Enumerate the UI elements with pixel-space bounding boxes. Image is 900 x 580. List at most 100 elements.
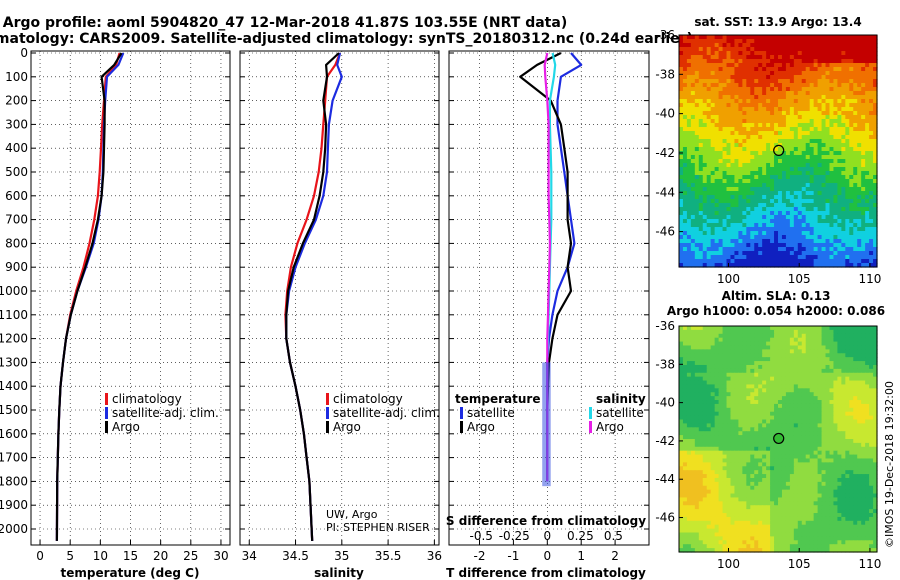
map-cell bbox=[781, 91, 787, 96]
map-cell bbox=[781, 427, 787, 432]
map-cell bbox=[698, 111, 704, 116]
map-cell bbox=[778, 171, 783, 176]
map-cell bbox=[869, 99, 874, 104]
map-cell bbox=[694, 203, 700, 208]
map-cell bbox=[754, 415, 759, 421]
map-cell bbox=[694, 427, 700, 432]
map-cell bbox=[833, 423, 838, 428]
map-cell bbox=[861, 91, 866, 96]
map-cell bbox=[805, 59, 811, 64]
map-cell bbox=[762, 99, 767, 104]
map-cell bbox=[829, 458, 835, 463]
map-cell bbox=[833, 329, 838, 335]
map-cell bbox=[813, 139, 819, 144]
map-cell bbox=[809, 357, 815, 362]
map-cell bbox=[809, 329, 815, 335]
map-cell bbox=[853, 450, 858, 456]
map-cell bbox=[679, 247, 684, 252]
map-cell bbox=[853, 103, 858, 108]
map-cell bbox=[710, 442, 716, 448]
map-cell bbox=[758, 191, 763, 196]
map-cell bbox=[726, 372, 732, 378]
map-cell bbox=[774, 388, 779, 393]
map-cell bbox=[682, 139, 688, 144]
map-cell bbox=[797, 67, 803, 72]
map-cell bbox=[809, 155, 815, 160]
map-cell bbox=[793, 407, 799, 413]
map-cell bbox=[805, 435, 811, 440]
map-cell bbox=[845, 95, 850, 100]
map-cell bbox=[797, 337, 803, 343]
map-cell bbox=[774, 376, 779, 382]
map-cell bbox=[738, 35, 743, 40]
map-cell bbox=[793, 439, 799, 444]
map-cell bbox=[873, 75, 878, 80]
map-cell bbox=[679, 67, 684, 72]
map-cell bbox=[742, 83, 747, 88]
map-cell bbox=[726, 183, 732, 188]
map-cell bbox=[734, 396, 739, 401]
map-cell bbox=[742, 357, 747, 362]
map-cell bbox=[781, 159, 787, 164]
map-cell bbox=[746, 199, 751, 204]
map-cell bbox=[785, 396, 791, 401]
map-cell bbox=[781, 167, 787, 172]
map-cell bbox=[841, 446, 846, 452]
map-cell bbox=[785, 259, 791, 264]
map-cell bbox=[690, 326, 696, 331]
map-cell bbox=[865, 127, 870, 132]
map-cell bbox=[801, 235, 807, 240]
map-cell bbox=[853, 47, 858, 52]
map-cell bbox=[809, 446, 815, 452]
map-cell bbox=[694, 423, 700, 428]
map-cell bbox=[734, 427, 739, 432]
map-cell bbox=[742, 353, 747, 358]
map-cell bbox=[809, 442, 815, 448]
map-cell bbox=[781, 155, 787, 160]
map-cell bbox=[781, 43, 787, 48]
map-cell bbox=[821, 87, 827, 92]
map-cell bbox=[714, 103, 720, 108]
map-cell bbox=[679, 442, 684, 448]
map-cell bbox=[778, 419, 783, 425]
map-cell bbox=[770, 388, 775, 393]
map-cell bbox=[690, 259, 696, 264]
map-cell bbox=[774, 143, 779, 148]
map-cell bbox=[679, 403, 684, 409]
map-cell bbox=[686, 357, 692, 362]
map-cell bbox=[762, 326, 767, 331]
map-cell bbox=[758, 187, 763, 192]
map-cell bbox=[821, 63, 827, 68]
map-cell bbox=[754, 454, 759, 460]
map-cell bbox=[758, 431, 763, 436]
map-cell bbox=[849, 388, 854, 393]
map-cell bbox=[873, 115, 878, 120]
map-cell bbox=[785, 143, 791, 148]
legend-satellite-adj: satellite-adj. clim. bbox=[333, 406, 440, 420]
map-cell bbox=[813, 247, 819, 252]
map-cell bbox=[853, 435, 858, 440]
map-cell bbox=[789, 376, 795, 382]
map-cell bbox=[774, 127, 779, 132]
map-cell bbox=[690, 107, 696, 112]
map-cell bbox=[714, 439, 720, 444]
depth-tick-label: 900 bbox=[5, 260, 28, 274]
map-cell bbox=[770, 59, 775, 64]
map-cell bbox=[726, 195, 732, 200]
map-cell bbox=[682, 450, 688, 456]
map-cell bbox=[785, 99, 791, 104]
map-cell bbox=[690, 39, 696, 44]
map-cell bbox=[817, 372, 823, 378]
map-cell bbox=[730, 341, 736, 347]
map-cell bbox=[686, 171, 692, 176]
map-cell bbox=[781, 345, 787, 350]
map-cell bbox=[841, 235, 846, 240]
map-cell bbox=[833, 231, 838, 236]
map-cell bbox=[797, 215, 803, 220]
map-cell bbox=[853, 199, 858, 204]
map-cell bbox=[781, 55, 787, 60]
map-cell bbox=[702, 333, 708, 339]
map-cell bbox=[797, 63, 803, 68]
map-cell bbox=[706, 388, 712, 393]
map-cell bbox=[698, 446, 704, 452]
